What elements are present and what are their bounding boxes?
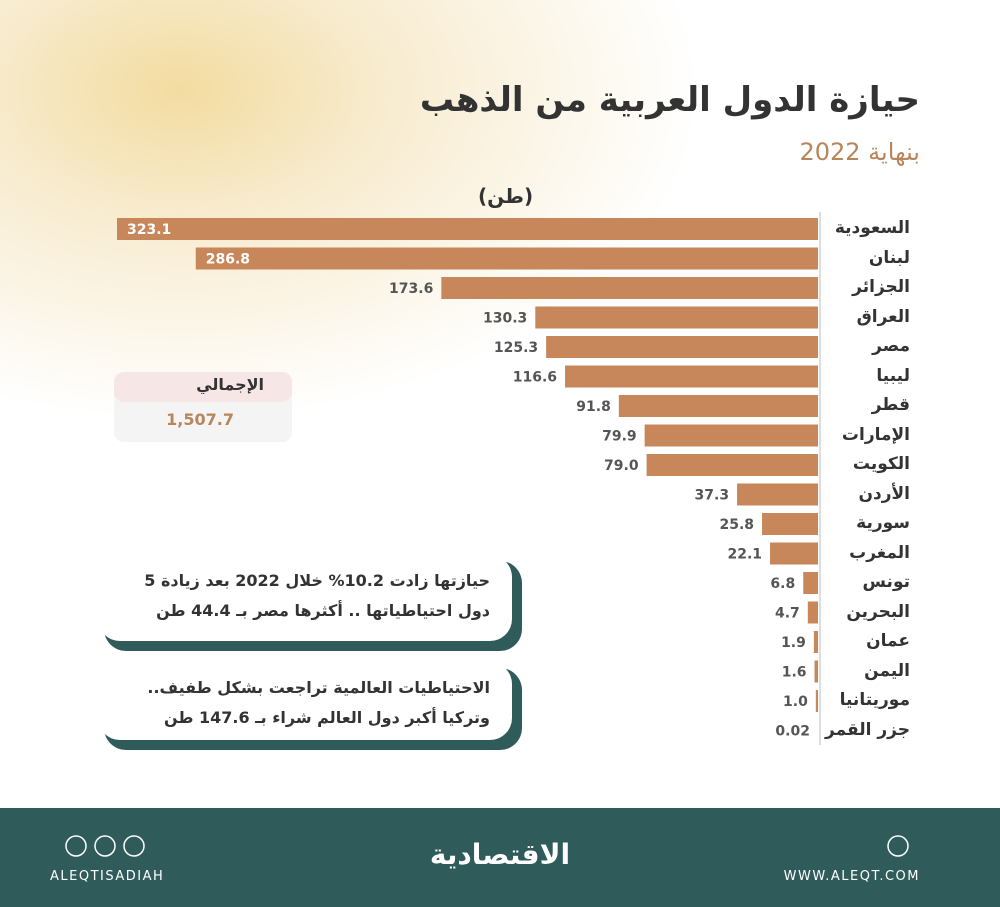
value-label: 79.9 — [602, 429, 637, 445]
bar — [117, 218, 818, 240]
bar — [770, 542, 818, 565]
bar — [546, 336, 818, 358]
bar — [618, 395, 818, 417]
bar — [441, 277, 818, 299]
bar — [815, 690, 818, 712]
brand: الاقتصادية — [429, 838, 571, 871]
value-label: 6.8 — [770, 576, 795, 592]
value-label: 116.6 — [513, 370, 557, 386]
handle: ALEQTISADIAH — [50, 869, 164, 884]
category-label: لبنان — [868, 247, 910, 268]
value-label: 4.7 — [775, 606, 800, 622]
value-label: 37.3 — [695, 488, 730, 504]
value-label: 79.0 — [604, 458, 639, 474]
value-label: 173.6 — [389, 281, 433, 297]
chart-title: حيازة الدول العربية من الذهب — [419, 80, 920, 120]
note: الاحتياطيات العالمية تراجعت بشكل طفيف.. … — [147, 678, 490, 727]
social-icons — [65, 835, 909, 857]
bar — [565, 365, 818, 388]
category-label: العراق — [856, 306, 910, 327]
category-label: عمان — [866, 631, 910, 651]
category-label: مصر — [872, 336, 910, 356]
bar — [813, 631, 818, 653]
category-label: موريتانيا — [839, 690, 910, 710]
value-label: 1.9 — [781, 635, 806, 651]
value-label: 323.1 — [127, 222, 171, 238]
value-label: 125.3 — [494, 340, 538, 356]
bar — [737, 483, 818, 506]
note-box — [98, 555, 512, 641]
bar — [644, 424, 818, 447]
category-label: البحرين — [846, 601, 910, 622]
website: WWW.ALEQT.COM — [784, 869, 920, 884]
total-title: الإجمالي — [196, 375, 264, 394]
category-label: الكويت — [852, 454, 910, 474]
bar — [803, 572, 818, 594]
category-label: قطر — [871, 395, 910, 415]
value-label: 286.8 — [206, 252, 250, 268]
total-value: 1,507.7 — [166, 410, 234, 429]
value-label: 91.8 — [576, 399, 611, 415]
category-label: ليبيا — [876, 365, 910, 386]
value-label: 0.02 — [775, 724, 810, 740]
unit-label: (طن) — [478, 184, 534, 208]
bar — [195, 247, 819, 270]
chart-subtitle: بنهاية 2022 — [799, 138, 920, 166]
bar — [807, 601, 818, 624]
category-label: اليمن — [864, 660, 910, 681]
footer-bar — [0, 808, 1000, 907]
note-box — [98, 662, 512, 740]
category-label: الجزائر — [852, 277, 910, 297]
bar — [814, 660, 818, 683]
category-label: الأردن — [858, 483, 910, 504]
value-label: 1.0 — [783, 694, 808, 710]
bar — [646, 454, 818, 476]
category-label: المغرب — [849, 542, 910, 563]
value-label: 1.6 — [782, 665, 807, 681]
value-label: 25.8 — [719, 517, 754, 533]
value-label: 22.1 — [728, 547, 763, 563]
category-label: جزر القمر — [825, 719, 910, 740]
bar — [762, 513, 818, 535]
category-label: الإمارات — [841, 424, 910, 445]
category-label: السعودية — [834, 218, 910, 238]
category-label: سورية — [856, 513, 910, 533]
value-label: 130.3 — [483, 311, 527, 327]
note: حيازتها زادت 10.2% خلال 2022 بعد زيادة 5… — [144, 571, 490, 620]
total-header — [114, 372, 292, 402]
category-label: تونس — [862, 572, 910, 592]
bar — [535, 306, 818, 329]
